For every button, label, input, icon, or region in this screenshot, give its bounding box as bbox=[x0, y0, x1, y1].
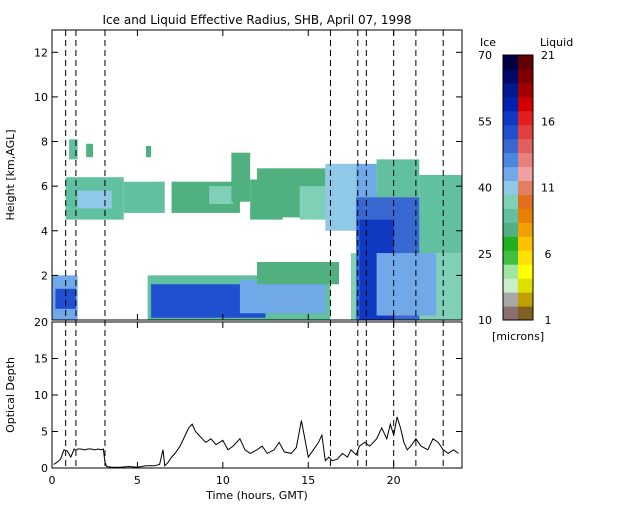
colorbar-liquid-swatch bbox=[518, 55, 533, 70]
colorbar-ice-swatch bbox=[503, 250, 518, 265]
cloud-region bbox=[231, 152, 251, 202]
bottom-y-axis-label: Optical Depth bbox=[4, 357, 17, 433]
y-tick-label: 4 bbox=[41, 225, 48, 238]
colorbar-ice-swatch bbox=[503, 68, 518, 84]
colorbar-liquid-swatch bbox=[518, 222, 533, 237]
colorbar-liquid-swatch bbox=[518, 208, 533, 223]
chart-title: Ice and Liquid Effective Radius, SHB, Ap… bbox=[103, 13, 412, 27]
colorbar-ice-swatch bbox=[503, 55, 518, 70]
cloud-region bbox=[55, 288, 76, 309]
colorbar-ice-tick: 25 bbox=[478, 248, 492, 261]
colorbar-units: [microns] bbox=[492, 330, 544, 343]
colorbar-ice-swatch bbox=[503, 96, 518, 112]
colorbar-liquid-swatch bbox=[518, 82, 533, 98]
cloud-region bbox=[376, 253, 437, 316]
colorbar-liquid-tick: 16 bbox=[541, 115, 555, 128]
cloud-region bbox=[209, 186, 234, 204]
colorbar-liquid-tick: 1 bbox=[545, 314, 552, 327]
colorbar-ice-label: Ice bbox=[480, 36, 496, 49]
cloud-region bbox=[123, 181, 165, 213]
colorbar-liquid-swatch bbox=[518, 152, 533, 168]
colorbar-liquid-swatch bbox=[518, 180, 533, 195]
y-tick-label: 20 bbox=[34, 316, 48, 329]
colorbar-liquid-swatch bbox=[518, 96, 533, 112]
colorbar-liquid-swatch bbox=[518, 110, 533, 126]
colorbar-liquid-swatch bbox=[518, 124, 533, 140]
x-tick-label: 10 bbox=[216, 474, 230, 487]
colorbar-liquid-tick: 6 bbox=[545, 248, 552, 261]
colorbar-frame bbox=[502, 54, 534, 321]
y-tick-label: 2 bbox=[41, 269, 48, 282]
x-tick-label: 15 bbox=[301, 474, 315, 487]
colorbar-liquid-swatch bbox=[518, 194, 533, 209]
colorbar-ice-swatch bbox=[503, 194, 518, 209]
colorbar-ice-swatch bbox=[503, 110, 518, 126]
colorbar-ice-swatch bbox=[503, 180, 518, 195]
cloud-region bbox=[86, 143, 93, 158]
cloud-region bbox=[419, 175, 462, 254]
x-tick-label: 5 bbox=[134, 474, 141, 487]
colorbar-liquid-swatch bbox=[518, 138, 533, 154]
top-y-axis-label: Height [km,AGL] bbox=[4, 129, 17, 220]
colorbar-liquid-swatch bbox=[518, 166, 533, 182]
y-tick-label: 12 bbox=[34, 46, 48, 59]
x-tick-label: 0 bbox=[49, 474, 56, 487]
colorbar-liquid-swatch bbox=[518, 292, 533, 307]
colorbar-liquid-swatch bbox=[518, 306, 533, 321]
colorbar-liquid-label: Liquid bbox=[540, 36, 573, 49]
y-tick-label: 15 bbox=[34, 353, 48, 366]
cloud-heatmap bbox=[52, 139, 462, 320]
colorbar-liquid-swatch bbox=[518, 264, 533, 279]
colorbar-liquid-swatch bbox=[518, 250, 533, 265]
cloud-region bbox=[239, 279, 326, 314]
colorbar-ice-swatch bbox=[503, 166, 518, 182]
colorbar-liquid-swatch bbox=[518, 68, 533, 84]
y-tick-label: 10 bbox=[34, 91, 48, 104]
colorbar-ice-swatch bbox=[503, 264, 518, 279]
cloud-region bbox=[325, 163, 357, 231]
colorbar-ice-swatch bbox=[503, 82, 518, 98]
colorbar-liquid-swatch bbox=[518, 278, 533, 293]
bottom-panel-frame bbox=[51, 321, 463, 469]
y-tick-label: 6 bbox=[41, 180, 48, 193]
optical-depth-line bbox=[53, 416, 459, 468]
colorbar-liquid-tick: 11 bbox=[541, 182, 555, 195]
colorbar-ice-swatch bbox=[503, 208, 518, 223]
colorbar-ice-tick: 55 bbox=[478, 115, 492, 128]
x-axis-label: Time (hours, GMT) bbox=[205, 489, 308, 502]
colorbar-ice-swatch bbox=[503, 138, 518, 154]
colorbar-liquid-tick: 21 bbox=[541, 49, 555, 62]
colorbar-ice-swatch bbox=[503, 278, 518, 293]
y-tick-label: 10 bbox=[34, 389, 48, 402]
colorbar-ice-tick: 70 bbox=[478, 49, 492, 62]
x-tick-label: 20 bbox=[387, 474, 401, 487]
y-tick-label: 0 bbox=[41, 462, 48, 475]
colorbar-ice-swatch bbox=[503, 236, 518, 251]
colorbar-liquid-swatch bbox=[518, 236, 533, 251]
colorbar-ice-tick: 40 bbox=[478, 182, 492, 195]
colorbar-ice-swatch bbox=[503, 222, 518, 237]
colorbar-ice-swatch bbox=[503, 306, 518, 321]
cloud-region bbox=[77, 190, 112, 209]
cloud-region bbox=[257, 262, 339, 285]
cloud-region bbox=[145, 146, 152, 158]
colorbar-ice-swatch bbox=[503, 152, 518, 168]
colorbar-ice-swatch bbox=[503, 292, 518, 307]
top-panel-frame bbox=[51, 29, 463, 321]
colorbar-ice-tick: 10 bbox=[478, 314, 492, 327]
y-tick-label: 8 bbox=[41, 136, 48, 149]
cloud-region bbox=[69, 139, 78, 160]
colorbar-ice-swatch bbox=[503, 124, 518, 140]
y-tick-label: 5 bbox=[41, 426, 48, 439]
